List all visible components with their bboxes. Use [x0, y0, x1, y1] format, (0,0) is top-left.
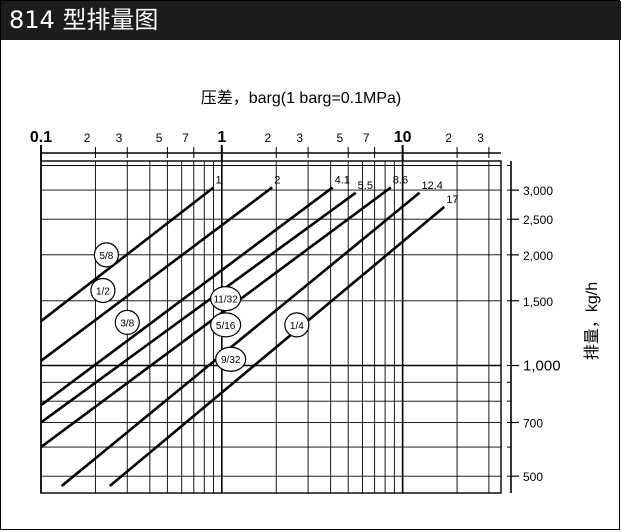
grid — [40, 161, 501, 493]
orifice-marker-label: 1/4 — [290, 321, 304, 332]
orifice-marker — [210, 312, 242, 338]
y-tick-label: 500 — [523, 470, 543, 484]
x-tick-label: 2 — [445, 131, 452, 145]
orifice-marker-label: 9/32 — [221, 355, 241, 366]
y-axis-label: 排量，kg/h — [583, 282, 601, 360]
x-tick-label: 3 — [477, 131, 484, 145]
orifice-marker — [93, 242, 120, 268]
plot-border — [40, 160, 502, 494]
y-tick-label: 2,000 — [523, 249, 553, 263]
series-line — [108, 205, 446, 488]
x-tick-label: 2 — [265, 131, 272, 145]
orifice-marker-label: 5/8 — [99, 251, 113, 262]
x-tick-label: 2 — [84, 131, 91, 145]
orifice-marker — [114, 309, 140, 335]
orifice-marker — [90, 277, 116, 304]
x-tick-label: 7 — [182, 131, 189, 145]
orifice-marker — [210, 286, 242, 312]
x-tick-label: 1 — [217, 129, 226, 146]
series-end-label: 17 — [446, 194, 458, 206]
series-line — [40, 186, 215, 323]
series-end-label: 1 — [216, 174, 222, 186]
series-line — [40, 191, 357, 424]
axes: 0.1 2 3 5 7 1 2 3 5 7 10 2 3 3,000 2,500 2,000 1,500 1,00… — [30, 129, 561, 494]
x-tick-label: 10 — [394, 129, 412, 146]
orifice-marker — [284, 312, 310, 338]
series-line — [40, 186, 273, 362]
y-tick-label: 700 — [523, 416, 543, 430]
x-tick-label: 0.1 — [30, 129, 52, 146]
series-line — [60, 191, 421, 488]
orifice-marker-label: 1/2 — [96, 286, 110, 297]
series-end-label: 5.5 — [358, 180, 373, 192]
series-end-label: 12.4 — [422, 180, 443, 192]
title-bar: 814 型排量图 — [1, 1, 621, 40]
series-line — [40, 186, 334, 407]
y-tick-label: 2,500 — [523, 213, 553, 227]
orifice-marker-label: 11/32 — [213, 295, 238, 306]
x-tick-label: 5 — [337, 131, 344, 145]
orifice-markers: 5/8 1/2 3/8 11/32 5/16 9/32 1/4 — [90, 242, 310, 372]
series-lines: 1 2 4.1 5.5 8.6 12.417 — [40, 174, 459, 488]
x-tick-label: 3 — [296, 131, 303, 145]
orifice-marker-label: 5/16 — [216, 321, 236, 332]
x-axis-label: 压差，barg(1 barg=0.1MPa) — [201, 89, 402, 107]
x-tick-label: 5 — [156, 131, 163, 145]
series-end-label: 2 — [274, 174, 280, 186]
orifice-marker-label: 3/8 — [120, 318, 134, 329]
y-tick-label: 1,500 — [523, 295, 553, 309]
series-end-label: 8.6 — [393, 174, 408, 186]
series-end-label: 4.1 — [335, 174, 350, 186]
x-tick-label: 7 — [363, 131, 370, 145]
orifice-marker — [215, 346, 247, 372]
x-tick-label: 3 — [116, 131, 123, 145]
y-tick-label: 3,000 — [523, 184, 553, 198]
chart-title: 814 型排量图 — [9, 6, 159, 34]
y-tick-label: 1,000 — [523, 358, 561, 375]
